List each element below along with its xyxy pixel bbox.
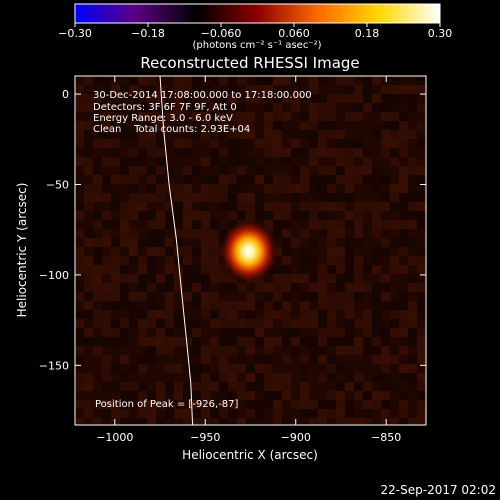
- x-axis-label: Heliocentric X (arcsec): [182, 448, 318, 462]
- solar-limb: [159, 76, 194, 425]
- chart-title: Reconstructed RHESSI Image: [140, 54, 359, 72]
- plot-frame: [74, 75, 427, 426]
- y-tick-label: −50: [46, 178, 69, 191]
- timestamp: 22-Sep-2017 02:02: [381, 483, 496, 497]
- peak-position-label: Position of Peak = [-926,-87]: [95, 399, 239, 410]
- colorbar-units: (photons cm⁻² s⁻¹ asec⁻²): [192, 40, 321, 51]
- colorbar-tick-label: −0.060: [201, 27, 242, 40]
- colorbar-tick-label: 0.060: [278, 27, 310, 40]
- y-tick-label: −100: [39, 269, 69, 282]
- y-tick-label: 0: [62, 88, 69, 101]
- colorbar-tick-label: −0.18: [131, 27, 165, 40]
- x-tick-label: −1000: [96, 431, 133, 444]
- x-tick-label: −900: [281, 431, 311, 444]
- colorbar: [74, 3, 441, 24]
- colorbar-tick-label: 0.30: [428, 27, 453, 40]
- background-texture: [75, 76, 426, 425]
- counts-label: Clean Total counts: 2.93E+04: [93, 124, 250, 135]
- y-axis-label: Heliocentric Y (arcsec): [15, 183, 29, 318]
- colorbar-ticks: −0.30 −0.18 −0.060 0.060 0.18 0.30: [58, 23, 452, 40]
- x-tick-label: −950: [190, 431, 220, 444]
- colorbar-tick-label: 0.18: [355, 27, 380, 40]
- detectors-label: Detectors: 3F 6F 7F 9F, Att 0: [93, 102, 237, 113]
- time-range-label: 30-Dec-2014 17:08:00.000 to 17:18:00.000: [93, 90, 312, 101]
- flare-source: [218, 218, 279, 285]
- x-tick-label: −850: [371, 431, 401, 444]
- energy-range-label: Energy Range: 3.0 - 6.0 keV: [93, 113, 233, 124]
- colorbar-tick-label: −0.30: [58, 27, 92, 40]
- axis-ticks: −1000 −950 −900 −850 0 −50 −100 −150: [39, 76, 426, 444]
- y-tick-label: −150: [39, 359, 69, 372]
